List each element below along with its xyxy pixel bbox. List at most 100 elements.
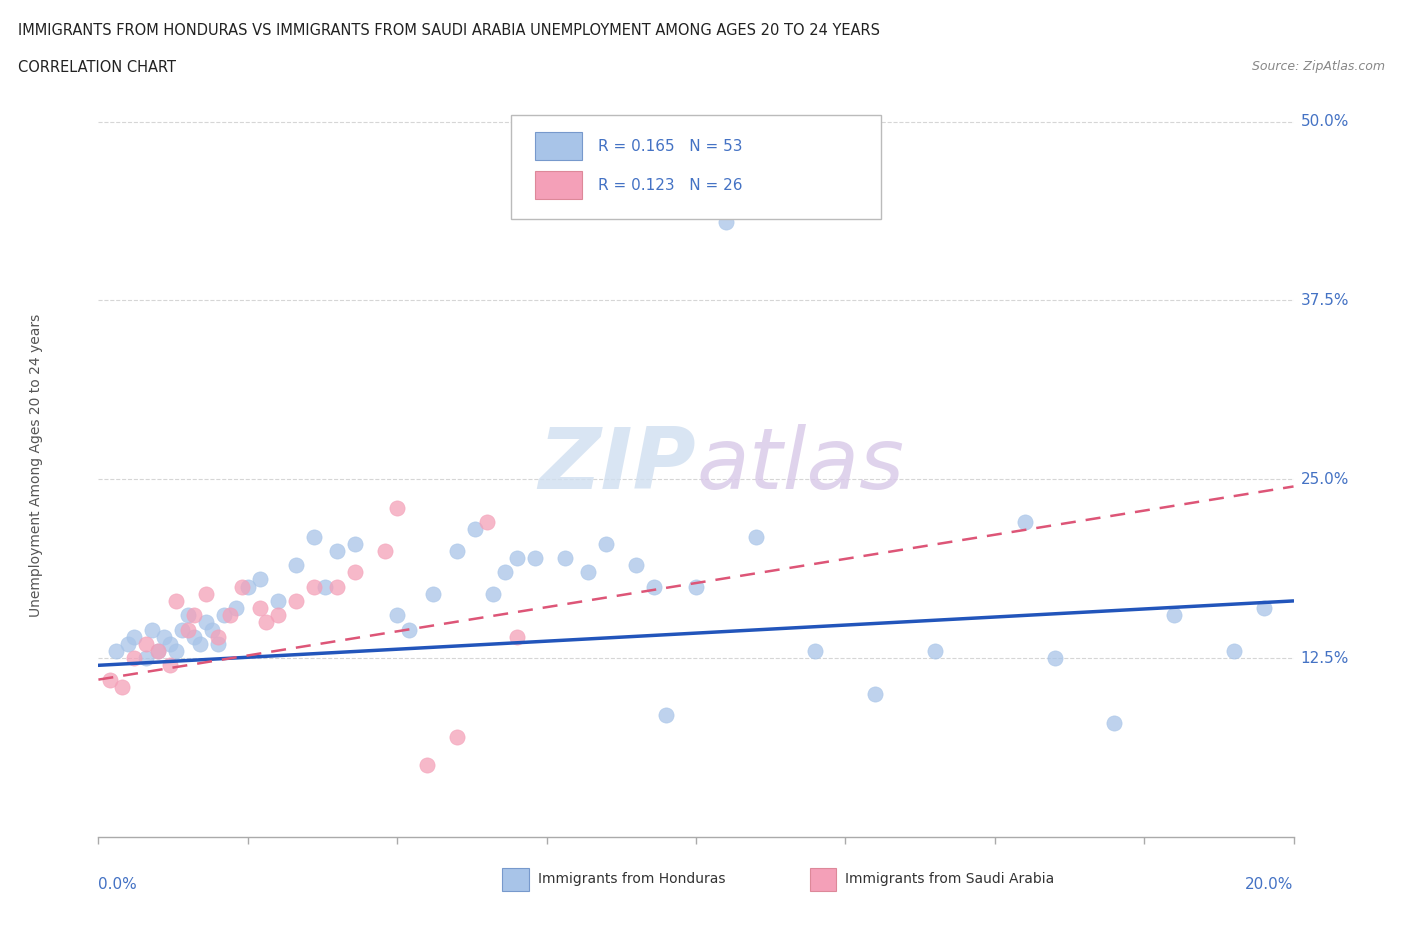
- FancyBboxPatch shape: [534, 132, 582, 160]
- Point: [148, 644, 170, 658]
- Point: [416, 758, 439, 773]
- Point: [225, 601, 247, 616]
- Text: IMMIGRANTS FROM HONDURAS VS IMMIGRANTS FROM SAUDI ARABIA UNEMPLOYMENT AMONG AGES: IMMIGRANTS FROM HONDURAS VS IMMIGRANTS F…: [18, 23, 880, 38]
- Point: [506, 551, 529, 565]
- Point: [148, 644, 170, 658]
- Point: [159, 658, 181, 672]
- Point: [1163, 608, 1185, 623]
- Point: [194, 615, 218, 630]
- Text: 37.5%: 37.5%: [1301, 293, 1348, 308]
- Point: [506, 630, 529, 644]
- Point: [207, 636, 229, 651]
- Text: Source: ZipAtlas.com: Source: ZipAtlas.com: [1251, 60, 1385, 73]
- Point: [212, 608, 235, 623]
- Text: 25.0%: 25.0%: [1301, 472, 1348, 486]
- Point: [315, 579, 337, 594]
- Point: [254, 615, 277, 630]
- Text: CORRELATION CHART: CORRELATION CHART: [18, 60, 176, 75]
- Point: [554, 551, 576, 565]
- Point: [1043, 651, 1066, 666]
- Point: [714, 214, 737, 229]
- Point: [194, 586, 218, 601]
- FancyBboxPatch shape: [534, 171, 582, 199]
- Point: [475, 515, 498, 530]
- Point: [177, 622, 200, 637]
- Point: [481, 586, 505, 601]
- Point: [344, 537, 367, 551]
- Point: [177, 608, 200, 623]
- Point: [135, 651, 157, 666]
- Point: [804, 644, 827, 658]
- Point: [685, 579, 707, 594]
- Point: [183, 630, 205, 644]
- Point: [236, 579, 259, 594]
- Point: [165, 593, 187, 608]
- Point: [385, 608, 409, 623]
- Point: [111, 679, 134, 694]
- Point: [865, 686, 887, 701]
- FancyBboxPatch shape: [810, 869, 835, 891]
- Point: [172, 622, 194, 637]
- Point: [643, 579, 665, 594]
- FancyBboxPatch shape: [502, 869, 529, 891]
- Point: [523, 551, 546, 565]
- Point: [745, 529, 768, 544]
- Point: [188, 636, 211, 651]
- Point: [302, 579, 325, 594]
- Point: [1104, 715, 1126, 730]
- Point: [105, 644, 128, 658]
- Point: [494, 565, 516, 579]
- Point: [398, 622, 420, 637]
- Point: [124, 630, 146, 644]
- FancyBboxPatch shape: [510, 115, 882, 219]
- Point: [326, 543, 349, 558]
- Point: [135, 636, 157, 651]
- Point: [141, 622, 163, 637]
- Point: [595, 537, 617, 551]
- Point: [207, 630, 229, 644]
- Text: 20.0%: 20.0%: [1246, 877, 1294, 892]
- Point: [117, 636, 139, 651]
- Point: [326, 579, 349, 594]
- Point: [153, 630, 176, 644]
- Point: [1014, 515, 1036, 530]
- Point: [578, 565, 600, 579]
- Point: [1223, 644, 1246, 658]
- Point: [624, 558, 647, 573]
- Text: atlas: atlas: [696, 423, 904, 507]
- Text: Unemployment Among Ages 20 to 24 years: Unemployment Among Ages 20 to 24 years: [30, 313, 44, 617]
- Point: [249, 601, 271, 616]
- Text: Immigrants from Honduras: Immigrants from Honduras: [538, 872, 725, 886]
- Text: ZIP: ZIP: [538, 423, 696, 507]
- Text: R = 0.123   N = 26: R = 0.123 N = 26: [598, 179, 742, 193]
- Point: [344, 565, 367, 579]
- Point: [124, 651, 146, 666]
- Point: [446, 729, 468, 744]
- Point: [422, 586, 444, 601]
- Point: [183, 608, 205, 623]
- Point: [924, 644, 946, 658]
- Point: [385, 500, 409, 515]
- Text: 50.0%: 50.0%: [1301, 114, 1348, 129]
- Point: [201, 622, 224, 637]
- Text: 0.0%: 0.0%: [98, 877, 138, 892]
- Text: R = 0.165   N = 53: R = 0.165 N = 53: [598, 140, 742, 154]
- Point: [374, 543, 396, 558]
- Point: [284, 593, 307, 608]
- Text: 12.5%: 12.5%: [1301, 651, 1348, 666]
- Point: [302, 529, 325, 544]
- Point: [219, 608, 242, 623]
- Point: [165, 644, 187, 658]
- Point: [655, 708, 678, 723]
- Point: [267, 593, 290, 608]
- Point: [98, 672, 122, 687]
- Text: Immigrants from Saudi Arabia: Immigrants from Saudi Arabia: [845, 872, 1054, 886]
- Point: [159, 636, 181, 651]
- Point: [464, 522, 486, 537]
- Point: [249, 572, 271, 587]
- Point: [284, 558, 307, 573]
- Point: [267, 608, 290, 623]
- Point: [446, 543, 468, 558]
- Point: [231, 579, 253, 594]
- Point: [1253, 601, 1275, 616]
